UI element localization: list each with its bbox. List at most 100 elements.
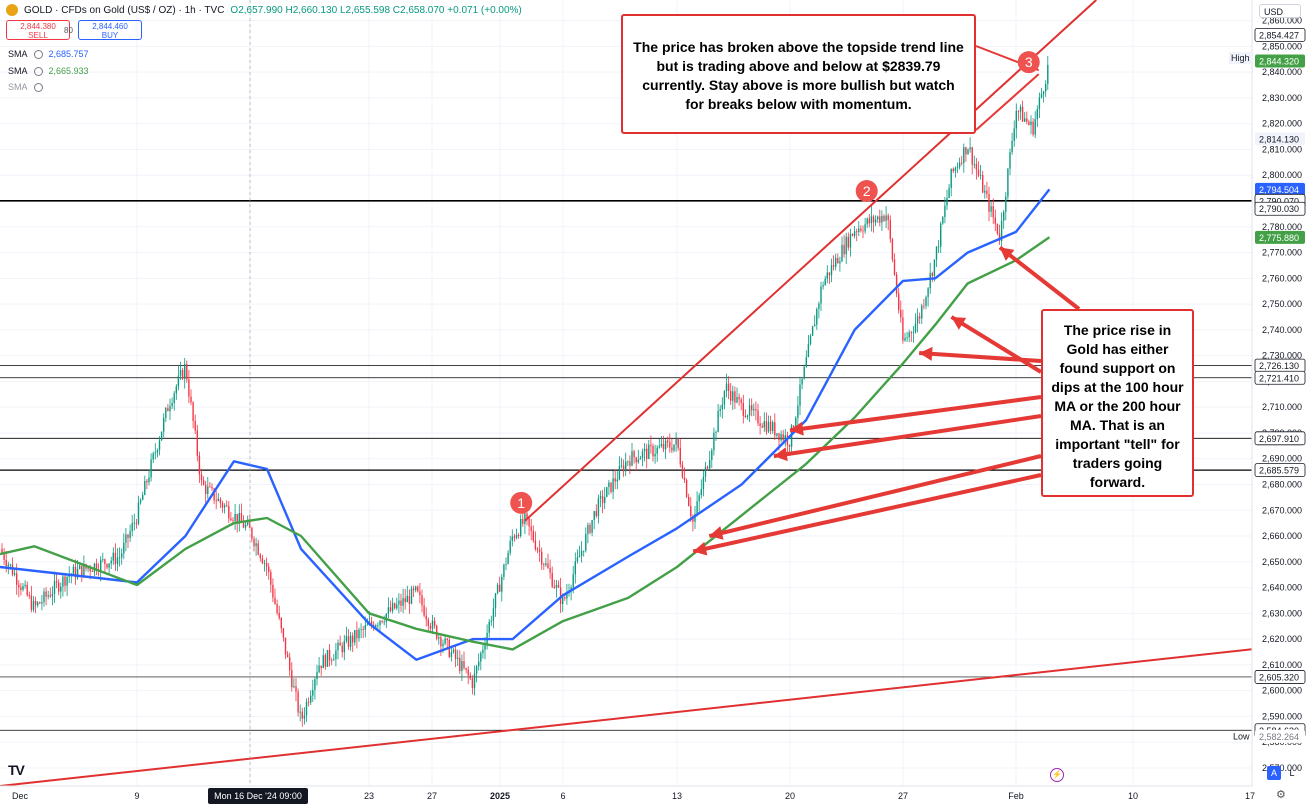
candle-body <box>1034 119 1036 135</box>
candle-body <box>658 446 660 448</box>
candle-body <box>866 218 868 225</box>
sell-button[interactable]: 2,844.380 SELL <box>6 20 70 40</box>
candle-body <box>673 444 675 451</box>
candle-body <box>20 587 22 590</box>
candle-body <box>549 568 551 573</box>
candle-body <box>816 308 818 325</box>
candle-body <box>675 438 677 445</box>
support-arrow-head <box>773 447 788 462</box>
candle-body <box>121 553 123 558</box>
buy-button[interactable]: 2,844.460 BUY <box>78 20 142 40</box>
candle-body <box>961 162 963 164</box>
topside-trend-line <box>524 0 1097 522</box>
candle-body <box>524 513 526 524</box>
candle-body <box>364 625 366 630</box>
candle-body <box>942 217 944 224</box>
candle-body <box>576 557 579 562</box>
candle-body <box>807 343 810 358</box>
hidden-eye-icon[interactable] <box>33 82 43 92</box>
auto-scale-button[interactable]: A <box>1267 766 1281 780</box>
candle-body <box>219 498 222 504</box>
candle-body <box>847 236 849 248</box>
candle-body <box>946 198 948 206</box>
lightning-icon[interactable]: ⚡ <box>1050 768 1064 782</box>
candle-body <box>375 625 377 629</box>
candle-body <box>809 335 812 344</box>
candle-body <box>971 147 973 165</box>
candle-body <box>969 147 971 150</box>
candle-body <box>820 286 822 304</box>
candle-body <box>501 576 503 592</box>
log-scale-button[interactable]: L <box>1289 768 1295 778</box>
candle-body <box>583 550 585 552</box>
candle-body <box>259 554 261 559</box>
y-tick-label: 2,830.000 <box>1262 93 1302 103</box>
candle-body <box>398 600 400 605</box>
candle-body <box>795 417 797 428</box>
y-tick-label: 2,590.000 <box>1262 711 1302 721</box>
candle-body <box>591 519 593 533</box>
candle-body <box>996 223 999 234</box>
marker-2-circle <box>855 180 878 203</box>
candle-body <box>513 536 516 538</box>
sma-hidden-legend[interactable]: SMA <box>8 82 43 92</box>
candle-body <box>106 564 108 568</box>
candle-body <box>139 500 142 503</box>
candle-body <box>690 505 692 517</box>
support-arrow <box>789 395 1042 433</box>
candle-body <box>3 552 5 560</box>
candle-body <box>520 518 522 536</box>
candle-body <box>746 415 749 417</box>
sma-200-legend[interactable]: SMA 2,665.933 <box>8 66 89 76</box>
candle-body <box>1003 211 1005 221</box>
candle-body <box>851 233 854 236</box>
candle-body <box>362 629 364 630</box>
sell-label: SELL <box>28 31 48 40</box>
settings-gear-icon[interactable]: ⚙ <box>1276 789 1286 801</box>
candle-body <box>660 443 663 447</box>
candle-body <box>438 637 440 639</box>
visibility-icon[interactable] <box>33 66 43 76</box>
price-tag: 2,844.320 <box>1259 57 1299 67</box>
candle-body <box>417 586 419 592</box>
sma-100-legend[interactable]: SMA 2,685.757 <box>8 49 89 59</box>
candle-body <box>929 273 931 289</box>
candle-body <box>900 310 902 318</box>
candle-body <box>635 457 637 463</box>
candle-body <box>179 370 182 376</box>
chart-header: GOLD · CFDs on Gold (US$ / OZ) · 1h · TV… <box>6 4 522 16</box>
candle-body <box>494 593 497 609</box>
candle-body <box>923 305 925 307</box>
candle-body <box>66 576 68 586</box>
candle-body <box>759 423 761 427</box>
candle-body <box>885 215 887 221</box>
candle-body <box>503 564 505 577</box>
candle-body <box>706 466 709 469</box>
candle-body <box>223 505 226 508</box>
candle-body <box>335 650 337 660</box>
candle-body <box>144 480 146 495</box>
candle-body <box>845 236 847 255</box>
chart-title[interactable]: GOLD · CFDs on Gold (US$ / OZ) · 1h · TV… <box>24 4 225 16</box>
candle-body <box>251 527 253 539</box>
candle-body <box>648 444 650 459</box>
candle-body <box>958 162 961 168</box>
candle-body <box>341 645 343 653</box>
candle-body <box>1045 84 1047 92</box>
candle-body <box>1019 106 1022 112</box>
candle-body <box>755 409 757 411</box>
candle-body <box>127 534 129 539</box>
candle-body <box>559 587 562 604</box>
marker-3: 3 <box>1025 54 1033 70</box>
candle-body <box>488 621 490 633</box>
currency-selector[interactable]: USD <box>1259 4 1301 18</box>
candle-body <box>538 549 541 552</box>
candle-body <box>137 502 140 524</box>
candle-body <box>585 533 587 551</box>
x-tick-label: 23 <box>364 791 374 801</box>
tradingview-logo[interactable]: TV <box>8 762 25 778</box>
candle-body <box>709 460 711 469</box>
visibility-icon[interactable] <box>33 49 43 59</box>
y-tick-label: 2,690.000 <box>1262 454 1302 464</box>
